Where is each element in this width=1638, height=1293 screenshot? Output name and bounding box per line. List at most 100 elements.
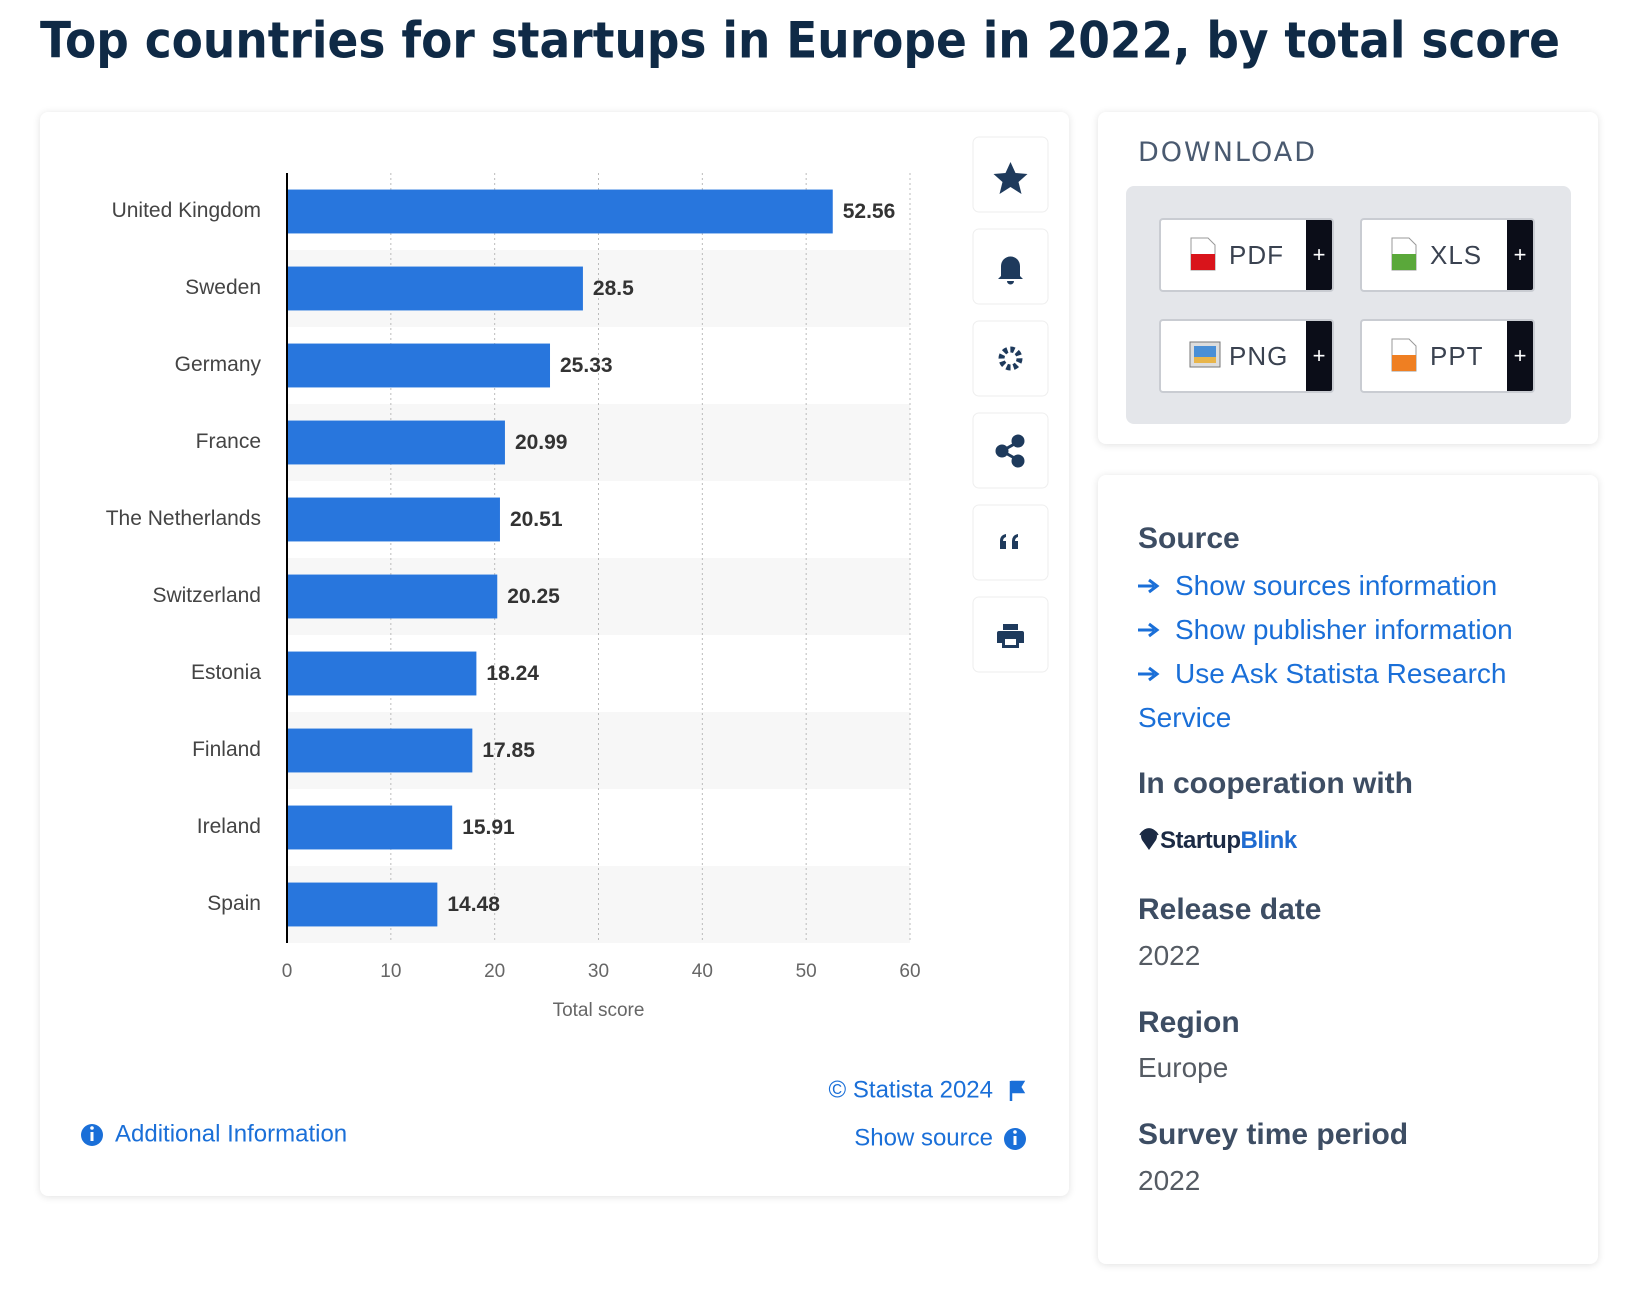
partner-logo: StartupBlink — [1138, 826, 1297, 855]
value-label: 20.99 — [515, 431, 568, 454]
details-card — [1098, 475, 1598, 1264]
printer-icon — [997, 624, 1024, 648]
value-label: 17.85 — [482, 739, 535, 762]
pdf-icon — [1190, 237, 1216, 271]
link-text[interactable]: Show sources information — [1175, 570, 1498, 601]
xls-icon — [1391, 237, 1417, 271]
release-date: 2022 — [1138, 940, 1201, 971]
pdf-button[interactable]: PDF + — [1159, 218, 1334, 292]
settings-button[interactable] — [972, 320, 1049, 397]
x-tick-label: 30 — [588, 961, 609, 982]
x-tick-label: 50 — [796, 961, 817, 982]
y-tick-label: Sweden — [185, 276, 261, 299]
bar — [287, 189, 833, 234]
link-text[interactable]: Use Ask Statista Research Service — [1138, 658, 1507, 733]
survey-period-heading: Survey time period — [1138, 1118, 1409, 1151]
plot: 0 10 20 30 40 50 60 Total score United Kingdom 52… — [106, 173, 921, 1021]
download-heading: DOWNLOAD — [1138, 137, 1318, 168]
info-dot — [90, 1126, 94, 1130]
show-source[interactable]: Show source — [854, 1124, 993, 1151]
x-axis-title: Total score — [553, 1000, 645, 1021]
y-tick-label: Germany — [175, 353, 262, 376]
bar — [287, 728, 473, 773]
bar — [287, 882, 438, 927]
star-icon — [993, 162, 1028, 194]
page-title: Top countries for startups in Europe in … — [40, 12, 1560, 70]
title-bar: Top countries for startups in Europe in … — [40, 12, 1560, 70]
link-text[interactable]: Show publisher information — [1175, 614, 1513, 645]
bar — [287, 497, 500, 542]
x-tick-label: 20 — [484, 961, 505, 982]
value-label: 20.51 — [510, 508, 563, 531]
value-label: 52.56 — [843, 200, 896, 223]
bar — [287, 266, 583, 311]
y-tick-label: Ireland — [197, 815, 261, 838]
value-label: 20.25 — [507, 585, 560, 608]
add-icon[interactable]: + — [1306, 220, 1332, 290]
add-icon[interactable]: + — [1306, 321, 1332, 391]
info-dot — [1013, 1130, 1017, 1134]
format-label: XLS — [1430, 240, 1483, 270]
cite-button[interactable] — [972, 504, 1049, 581]
ppt-button[interactable]: PPT + — [1360, 319, 1535, 393]
add-icon[interactable]: + — [1507, 321, 1533, 391]
publisher-link[interactable]: Show publisher information — [1138, 608, 1558, 652]
source-link[interactable]: Show sources information — [1138, 564, 1558, 608]
ppt-icon — [1391, 338, 1417, 372]
add-icon[interactable]: + — [1507, 220, 1533, 290]
additional-information[interactable]: Additional Information — [115, 1120, 347, 1147]
chart-card: © Statista 2024 Show source Additional I… — [40, 112, 1069, 1196]
y-tick-label: United Kingdom — [112, 199, 261, 222]
x-tick-label: 10 — [380, 961, 401, 982]
partner-mark — [1139, 828, 1159, 850]
format-label: PPT — [1430, 341, 1484, 371]
y-tick-label: Estonia — [191, 661, 261, 684]
research-link[interactable]: Use Ask Statista Research Service — [1138, 652, 1558, 740]
value-label: 28.5 — [593, 277, 634, 300]
y-tick-label: The Netherlands — [106, 507, 261, 530]
format-label: PNG — [1229, 341, 1289, 371]
xls-button[interactable]: XLS + — [1360, 218, 1535, 292]
cooperation-heading: In cooperation with — [1138, 767, 1413, 800]
tool-buttons — [972, 136, 1049, 673]
partner-name: Blink — [1240, 827, 1298, 854]
value-label: 18.24 — [486, 662, 539, 685]
value-label: 14.48 — [447, 893, 500, 916]
arrow-icon — [1138, 578, 1160, 594]
release-date-heading: Release date — [1138, 893, 1322, 926]
source-heading: Source — [1138, 522, 1240, 555]
y-tick-label: Switzerland — [152, 584, 261, 607]
value-label: 15.91 — [462, 816, 515, 839]
x-tick-label: 60 — [899, 961, 920, 982]
bell-icon — [998, 256, 1023, 285]
bar — [287, 651, 477, 696]
png-icon — [1189, 341, 1221, 368]
share-button[interactable] — [972, 412, 1049, 489]
gear-icon — [998, 346, 1023, 371]
bar — [287, 574, 498, 619]
partner-name: Startup — [1160, 827, 1241, 854]
value-label: 25.33 — [560, 354, 613, 377]
format-label: PDF — [1229, 240, 1284, 270]
flag-icon[interactable] — [1009, 1080, 1026, 1101]
png-button[interactable]: PNG + — [1159, 319, 1334, 393]
region-heading: Region — [1138, 1006, 1240, 1039]
bar — [287, 420, 505, 465]
chart: © Statista 2024 Show source Additional I… — [81, 136, 1049, 1151]
x-tick-label: 40 — [692, 961, 713, 982]
arrow-icon — [1138, 666, 1160, 682]
region: Europe — [1138, 1052, 1229, 1083]
y-tick-label: Spain — [207, 892, 261, 915]
quote-icon — [1000, 534, 1018, 549]
x-tick-label: 0 — [282, 961, 293, 982]
y-tick-label: France — [196, 430, 261, 453]
copyright[interactable]: © Statista 2024 — [829, 1076, 993, 1103]
y-tick-label: Finland — [192, 738, 261, 761]
survey-period: 2022 — [1138, 1165, 1201, 1196]
info-glyph — [1013, 1136, 1017, 1145]
arrow-icon — [1138, 622, 1160, 638]
bar — [287, 805, 453, 850]
info-glyph — [90, 1132, 94, 1141]
bar — [287, 343, 551, 388]
